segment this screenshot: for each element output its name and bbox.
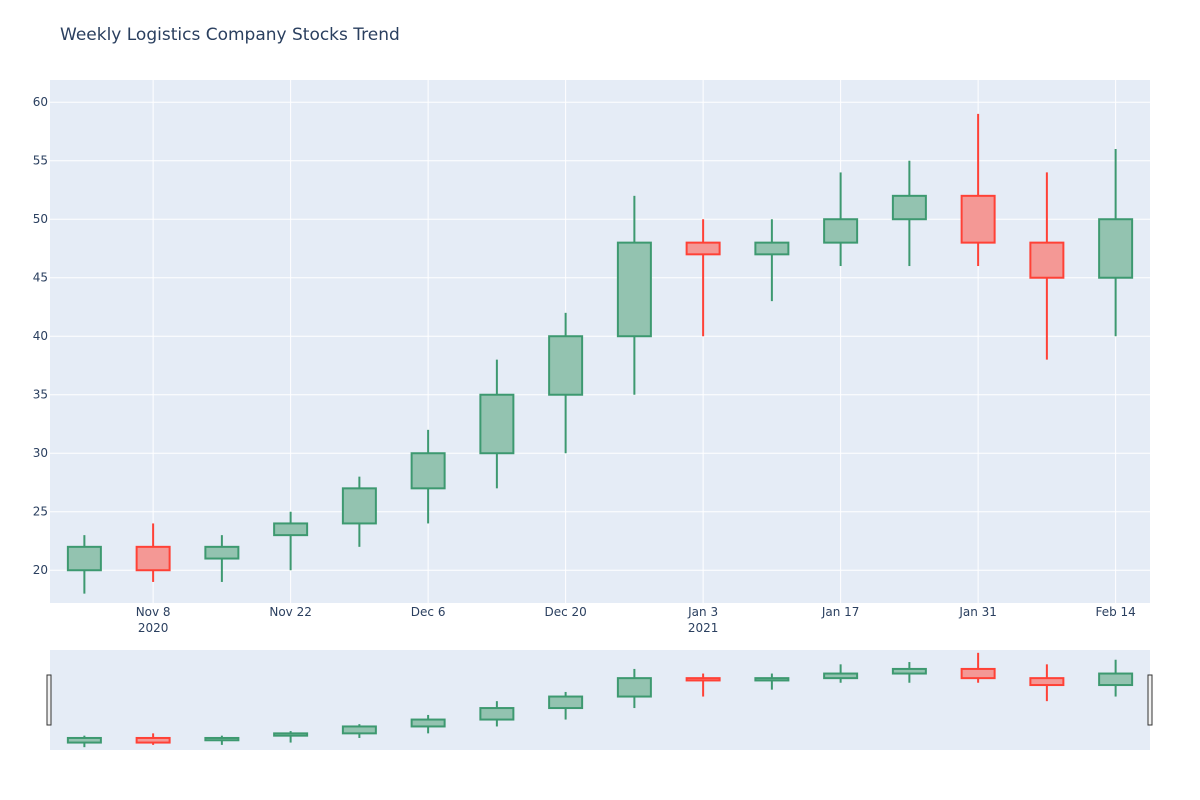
plot-area	[50, 80, 1150, 603]
candlestick-body	[1029, 241, 1065, 279]
slider-candlestick	[135, 733, 171, 745]
candlestick-body	[823, 218, 859, 244]
candlestick-body	[548, 335, 584, 396]
candlestick	[341, 476, 377, 547]
slider-candlestick-body	[410, 718, 446, 728]
x-tick-label: Nov 22	[269, 605, 312, 619]
slider-candlestick	[273, 731, 309, 743]
y-tick-label: 35	[33, 388, 48, 402]
candlestick	[685, 219, 721, 337]
candlestick	[754, 219, 790, 302]
candlestick-body	[616, 241, 652, 338]
slider-candlestick-body	[823, 672, 859, 680]
x-tick-label: Feb 14	[1095, 605, 1135, 619]
candlestick	[891, 160, 927, 267]
slider-candlestick-body	[66, 736, 102, 744]
slider-candlestick-body	[135, 736, 171, 744]
candlestick	[479, 359, 515, 489]
y-tick-label: 60	[33, 95, 48, 109]
candlestick-body	[1098, 218, 1134, 279]
slider-candlestick	[341, 724, 377, 738]
candlestick-body	[685, 241, 721, 256]
y-tick-label: 45	[33, 271, 48, 285]
candlestick-body	[341, 487, 377, 525]
y-tick-label: 55	[33, 154, 48, 168]
y-tick-label: 50	[33, 212, 48, 226]
x-tick-label: Nov 8	[136, 605, 171, 619]
slider-candlestick-body	[1029, 677, 1065, 687]
y-tick-label: 20	[33, 563, 48, 577]
slider-candlestick	[754, 673, 790, 690]
x-tick-label: Jan 17	[821, 605, 860, 619]
candlestick	[548, 312, 584, 454]
y-axis: 20 25 30 35 40 45 50 55 60	[33, 95, 48, 577]
x-tick-year-label: 2021	[688, 621, 719, 635]
y-tick-label: 40	[33, 329, 48, 343]
slider-candlestick-body	[273, 732, 309, 737]
slider-candlestick-body	[754, 677, 790, 682]
x-tick-label: Dec 6	[411, 605, 446, 619]
candlestick	[273, 511, 309, 571]
candlestick	[823, 172, 859, 267]
candlestick	[1029, 172, 1065, 360]
slider-candlestick	[685, 673, 721, 697]
candlestick	[204, 535, 240, 582]
chart-title: Weekly Logistics Company Stocks Trend	[60, 25, 400, 45]
x-tick-year-label: 2020	[138, 621, 169, 635]
slider-candlestick	[960, 652, 996, 683]
slider-candlestick	[66, 735, 102, 748]
range-slider-candles	[66, 652, 1134, 748]
slider-candlestick-body	[341, 725, 377, 735]
candlestick-body	[479, 393, 515, 455]
slider-candlestick-body	[685, 677, 721, 682]
candlestick-body	[273, 522, 309, 537]
candlestick-body	[410, 452, 446, 490]
slider-candlestick-body	[548, 695, 584, 710]
candlestick-body	[135, 545, 171, 572]
slider-candlestick	[823, 664, 859, 683]
candlestick-body	[754, 241, 790, 256]
y-tick-label: 25	[33, 505, 48, 519]
candlestick	[410, 429, 446, 524]
candlestick	[616, 195, 652, 395]
candlestick-body	[891, 194, 927, 221]
candle-layer	[66, 113, 1134, 594]
slider-candlestick	[616, 668, 652, 709]
y-tick-label: 30	[33, 446, 48, 460]
slider-candlestick	[479, 701, 515, 727]
candlestick-body	[66, 545, 102, 572]
range-slider-handle-right[interactable]	[1147, 674, 1153, 726]
x-tick-label: Jan 31	[958, 605, 997, 619]
slider-candlestick-body	[204, 736, 240, 742]
candlestick-body	[960, 194, 996, 244]
candlestick-body	[204, 545, 240, 560]
slider-candlestick	[548, 691, 584, 720]
slider-candlestick	[1029, 664, 1065, 702]
candlestick	[960, 113, 996, 267]
x-axis: Nov 8 2020 Nov 22 Dec 6 Dec 20 Jan 3 2021 Jan 1…	[136, 605, 1136, 635]
slider-candlestick	[204, 735, 240, 745]
slider-candlestick-body	[960, 667, 996, 680]
range-slider-handle-left[interactable]	[46, 674, 52, 726]
slider-candlestick-body	[616, 677, 652, 698]
candlestick	[135, 523, 171, 582]
range-slider[interactable]	[50, 650, 1150, 750]
slider-candlestick-body	[891, 667, 927, 675]
slider-candlestick	[1098, 659, 1134, 697]
slider-candlestick	[891, 662, 927, 683]
slider-candlestick-body	[479, 707, 515, 721]
slider-candlestick-body	[1098, 672, 1134, 687]
candlestick	[66, 535, 102, 594]
slider-candlestick	[410, 714, 446, 734]
x-tick-label: Dec 20	[544, 605, 586, 619]
candlestick	[1098, 149, 1134, 337]
x-tick-label: Jan 3	[687, 605, 718, 619]
